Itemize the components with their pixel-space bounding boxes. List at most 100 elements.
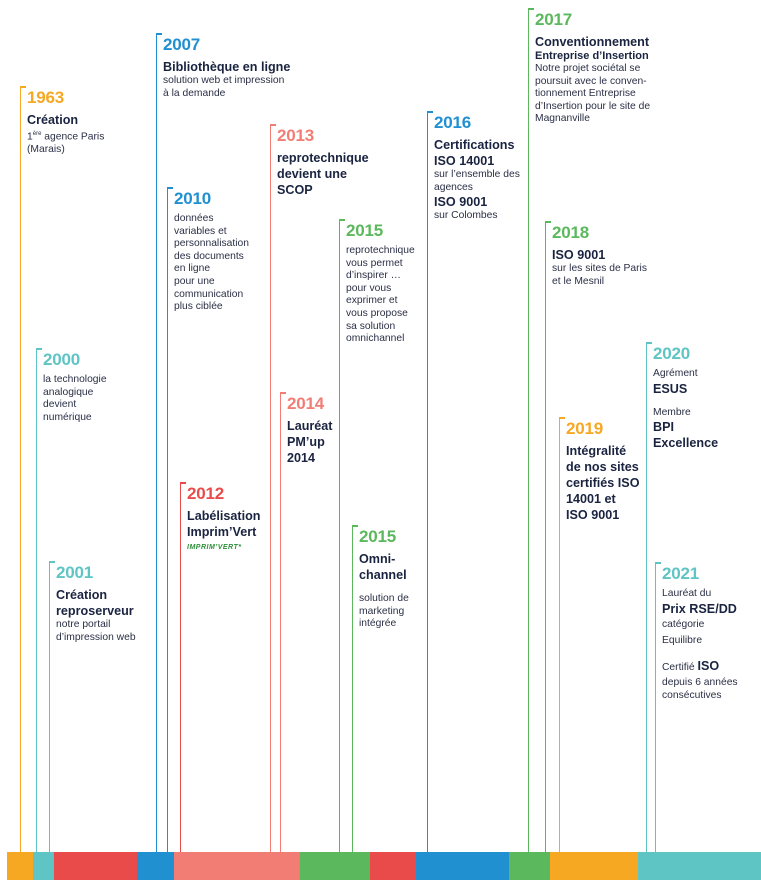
year-label: 2015 [346,221,384,240]
band-segment [174,852,300,880]
entry-title: ISO 14001 [434,154,495,168]
entry-text: tionnement Entreprise [535,88,636,100]
timeline-tick-2014 [280,392,286,394]
timeline-line-2013 [270,124,272,852]
entry-text: solution web et impression [163,75,285,86]
timeline-tick-2019 [559,417,565,419]
timeline-tick-2021 [655,562,661,564]
year-label: 2020 [653,344,691,363]
entry-title: Prix RSE/DD [662,601,737,616]
band-segment [7,852,33,880]
entry-text: vous propose [346,307,408,319]
entry-text: d’Insertion pour le site de [535,100,651,112]
timeline-entry-2015-a: 2015 reprotechnique vous permet d’inspir… [339,219,429,852]
entry-text: omnichannel [346,333,405,345]
entry-text: poursuit avec le conven- [535,75,647,87]
timeline-entry-2016: 2016 Certifications ISO 14001 sur l’ense… [427,111,527,852]
entry-text: numérique [43,411,92,423]
band-segment [509,852,550,880]
entry-text: Magnanville [535,113,590,125]
entry-title: 14001 et [566,492,616,506]
entry-text: à la demande [163,87,226,99]
year-label: 2019 [566,419,604,438]
timeline-entry-2012: 2012 Labélisation Imprim’Vert IMPRIM’VER… [180,482,280,852]
entry-text: variables et [174,225,227,237]
entry-title: ISO 9001 [434,195,488,210]
entry-text: analogique [43,386,94,398]
timeline-line-2019 [559,417,561,852]
timeline-tick-2018 [545,221,551,223]
band-segment [550,852,638,880]
entry-title: Omni- [359,552,396,566]
entry-text: et le Mesnil [552,275,605,287]
timeline-entry-2015-b: 2015 Omni- channel solution de marketing… [352,525,432,852]
entry-title: Conventionnement [535,35,650,49]
timeline-tick-2015-b [352,525,358,527]
entry-text: exprimer et [346,295,398,307]
entry-title: de nos sites [566,460,639,474]
band-segment [33,852,54,880]
entry-text: plus ciblée [174,301,223,313]
entry-title: Lauréat [287,419,333,433]
timeline-tick-2012 [180,482,186,484]
timeline-entry-1963: 1963 Création 1ère agence Paris (Marais) [20,86,140,852]
year-label: 2012 [187,484,225,503]
timeline-entry-2019: 2019 Intégralité de nos sites certifiés … [559,417,659,852]
timeline-entry-2014: 2014 Lauréat PM’up 2014 [280,392,340,852]
timeline-line-2020 [646,342,648,852]
year-label: 2013 [277,126,315,145]
timeline-line-2012 [180,482,182,852]
timeline-line-2021 [655,562,657,852]
entry-title: channel [359,568,407,582]
entry-text: Lauréat du [662,588,712,599]
timeline-line-2000 [36,348,38,852]
entry-text: Notre projet sociétal se [535,63,641,74]
timeline-entry-2000: 2000 la technologie analogique devient n… [36,348,146,852]
year-label: 2016 [434,113,472,132]
entry-text: marketing [359,605,405,617]
entry-title: Labélisation [187,509,261,523]
year-label: 2018 [552,223,590,242]
band-segment [137,852,174,880]
entry-title: Excellence [653,436,719,451]
timeline-tick-2000 [36,348,42,350]
timeline-line-2010 [167,187,169,852]
entry-subtitle: Entreprise d’Insertion [535,50,649,62]
timeline-tick-2015-a [339,219,345,221]
timeline-line-1963 [20,86,22,852]
entry-text: sur Colombes [434,210,498,222]
timeline-tick-2001 [49,561,55,563]
entry-text: vous permet [346,257,403,269]
entry-title: ESUS [653,381,688,396]
entry-title: Certifications [434,138,515,152]
entry-title: certifiés ISO [566,476,640,490]
entry-text: en ligne [174,263,211,275]
timeline-entry-2020: 2020 Agrément ESUS Membre BPI Excellence [646,342,746,852]
year-label: 2001 [56,563,94,582]
timeline-line-2007 [156,33,158,852]
entry-text: depuis 6 années [662,677,738,689]
entry-text: communication [174,288,244,300]
entry-text: (Marais) [27,144,65,156]
entry-text: consécutives [662,689,722,701]
entry-text: Membre [653,406,691,418]
entry-title: Création [56,588,108,602]
year-label: 2015 [359,527,397,546]
entry-text: 1ère agence Paris [27,131,105,143]
entry-text: d’impression web [56,631,136,643]
entry-title: ISO 9001 [552,248,606,262]
entry-text: des documents [174,250,244,262]
year-label: 2000 [43,350,81,369]
entry-title: reproserveur [56,604,134,618]
year-label: 1963 [27,88,65,107]
timeline-line-2001 [49,561,51,852]
year-label: 2014 [287,394,325,413]
entry-title: reprotechnique [277,151,369,165]
entry-title: Intégralité [566,444,627,458]
entry-title: SCOP [277,183,313,197]
entry-title: PM’up [287,435,325,449]
entry-text: d’inspirer … [346,270,401,282]
band-segment [638,852,761,880]
entry-text: personnalisation [174,238,249,250]
entry-title: 2014 [287,451,316,465]
